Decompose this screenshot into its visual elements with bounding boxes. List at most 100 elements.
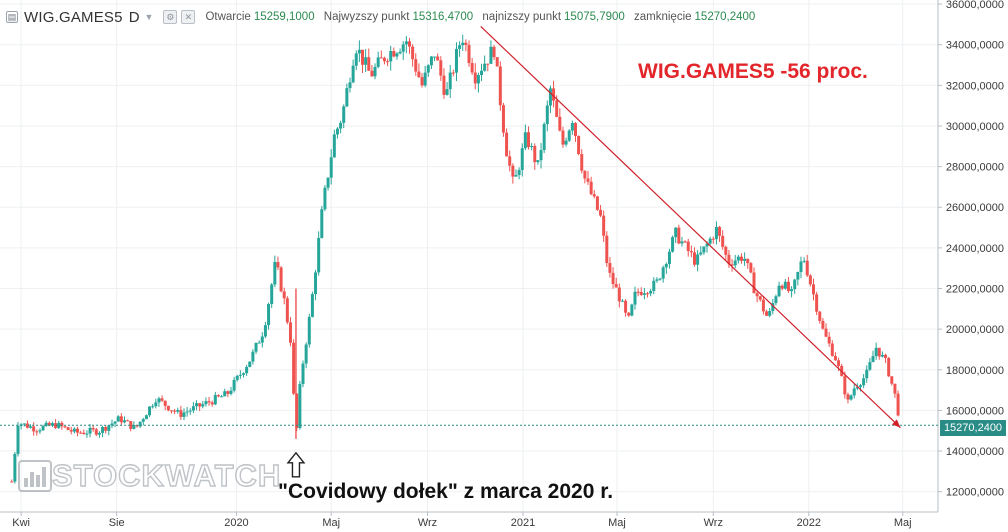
candle-body (677, 227, 681, 244)
candle-body (357, 49, 361, 54)
candle-body (639, 291, 643, 295)
candle-body (564, 140, 568, 145)
candle-body (182, 412, 186, 417)
candle-body (361, 49, 365, 65)
ohlc-low-label: najnizszy punkt (482, 11, 562, 23)
candle-body (288, 322, 292, 343)
candle-body (292, 342, 296, 394)
x-tick-label: Wrz (704, 517, 723, 529)
trendline (480, 25, 901, 429)
candle-body (765, 311, 769, 316)
candle-body (689, 251, 693, 253)
candle-body (451, 72, 455, 74)
candle-body (661, 267, 665, 279)
candle-body (580, 154, 584, 171)
candle-body (476, 74, 480, 84)
candle-body (533, 145, 537, 163)
candle-body (624, 300, 628, 313)
candle-body (758, 296, 762, 300)
candle-body (248, 361, 252, 367)
candle-body (326, 177, 330, 188)
overlay-lines (0, 25, 938, 478)
candle-body (887, 358, 891, 377)
chart-title: WIG.GAMES5 -56 proc. (638, 60, 868, 83)
candle-body (307, 316, 311, 345)
candle-body (727, 254, 731, 265)
candle-body (733, 260, 737, 266)
candle-body (523, 132, 527, 149)
candle-body (671, 237, 675, 252)
candle-body (395, 53, 399, 57)
candle-body (404, 41, 408, 45)
y-tick-label: 28000,0000 (946, 162, 1004, 174)
candle-body (508, 156, 512, 166)
candle-body (630, 304, 634, 316)
candle-body (276, 261, 280, 268)
y-tick-label: 12000,0000 (946, 487, 1004, 499)
candle-body (439, 60, 443, 76)
candle-body (783, 281, 787, 289)
candle-body (113, 421, 117, 424)
candle-body (473, 72, 477, 84)
candle-body (799, 261, 803, 272)
candle-body (213, 395, 217, 405)
candle-body (373, 66, 377, 77)
candle-body (896, 393, 900, 416)
candle-body (223, 391, 227, 397)
y-tick-label: 20000,0000 (946, 324, 1004, 336)
candle-body (251, 351, 255, 362)
candle-body (761, 299, 765, 312)
candle-body (542, 124, 546, 151)
candle-body (298, 384, 302, 429)
candle-body (141, 419, 145, 422)
candle-body (263, 325, 267, 337)
y-tick-label: 36000,0000 (946, 0, 1004, 11)
settings-icon[interactable]: ⚙ (163, 10, 178, 24)
candle-body (480, 70, 484, 75)
candle-body (79, 432, 83, 434)
candle-body (226, 391, 230, 394)
candle-body (148, 406, 152, 416)
candle-body (705, 243, 709, 247)
candle-body (426, 65, 430, 73)
candle-body (38, 430, 42, 432)
candle-body (714, 226, 718, 240)
candle-body (736, 256, 740, 261)
candle-body (777, 285, 781, 297)
candle-body (13, 453, 17, 482)
candle-body (119, 416, 123, 423)
candle-body (683, 241, 687, 243)
candle-body (50, 423, 54, 426)
candle-body (646, 293, 650, 295)
candle-body (198, 403, 202, 407)
x-tick-label: Maj (894, 517, 912, 529)
candle-body (633, 291, 637, 305)
candle-body (702, 246, 706, 253)
candle-body (483, 63, 487, 71)
candle-body (47, 422, 51, 426)
candle-body (514, 175, 518, 177)
candle-body (10, 481, 14, 483)
candle-body (235, 375, 239, 380)
candle-body (238, 374, 242, 376)
candle-body (708, 238, 712, 244)
candle-body (884, 354, 888, 359)
y-tick-label: 30000,0000 (946, 121, 1004, 133)
candle-body (44, 422, 48, 426)
candle-body (442, 75, 446, 95)
close-icon[interactable]: ✕ (181, 10, 196, 24)
candle-body (260, 336, 264, 343)
candle-body (692, 252, 696, 265)
chevron-down-icon[interactable]: ▼ (144, 12, 154, 22)
candle-body (420, 77, 424, 86)
symbol-name[interactable]: WIG.GAMES5 (24, 8, 123, 26)
candle-body (382, 57, 386, 62)
timeframe-label[interactable]: D (128, 8, 140, 26)
candle-body (552, 88, 556, 101)
candle-body (724, 246, 728, 255)
candle-body (25, 423, 29, 428)
symbol-icon[interactable]: ▤ (6, 11, 18, 23)
candle-body (295, 393, 299, 429)
candle-body (267, 304, 271, 326)
